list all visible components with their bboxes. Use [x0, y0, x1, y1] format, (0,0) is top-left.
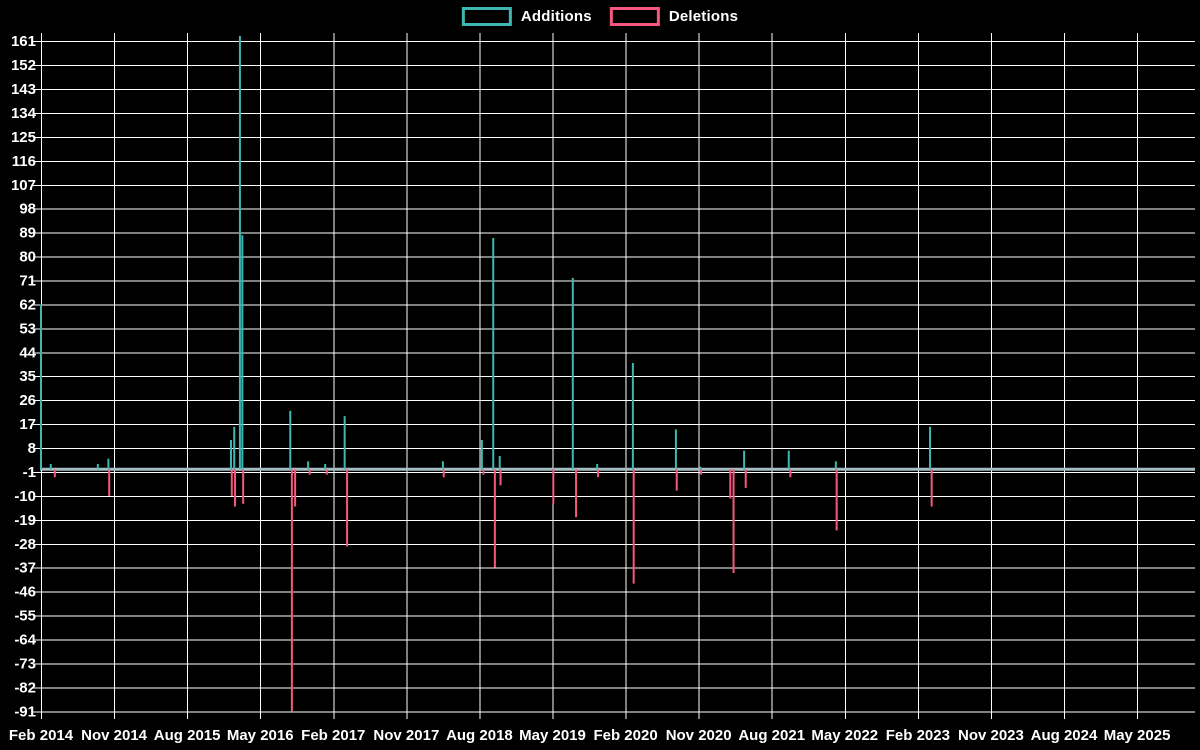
y-axis-tick-label: -19 [14, 512, 36, 529]
x-axis-tick-label: Feb 2014 [9, 727, 74, 744]
y-axis-tick-label: 98 [19, 201, 36, 218]
x-axis-tick-label: May 2019 [519, 727, 586, 744]
y-axis-tick-label: -37 [14, 560, 36, 577]
x-axis-labels: Feb 2014 Nov 2014 Aug 2015 May 2016 Feb 2017… [9, 727, 1171, 744]
x-axis-tick-label: Nov 2017 [373, 727, 439, 744]
y-axis-tick-label: 35 [19, 368, 36, 385]
x-axis-tick-label: May 2025 [1104, 727, 1171, 744]
y-axis-tick-label: -82 [14, 679, 36, 696]
y-axis-tick-label: 53 [19, 320, 36, 337]
y-axis-tick-label: -64 [14, 631, 36, 648]
deletions-line [53, 469, 933, 712]
x-axis-tick-label: May 2016 [227, 727, 294, 744]
x-axis-tick-label: Aug 2015 [154, 727, 221, 744]
y-axis-tick-label: -46 [14, 584, 36, 601]
x-axis-tick-label: Feb 2023 [886, 727, 950, 744]
x-axis-tick-label: Aug 2024 [1031, 727, 1098, 744]
y-axis-tick-label: -91 [14, 703, 36, 720]
x-axis-tick-label: Aug 2021 [738, 727, 805, 744]
y-axis-tick-label: -10 [14, 488, 36, 505]
y-axis-tick-label: 71 [19, 273, 36, 290]
chart-legend: Additions Deletions [461, 7, 739, 26]
y-axis-tick-label: 8 [28, 440, 36, 457]
x-axis-tick-label: Nov 2023 [958, 727, 1024, 744]
x-axis-tick-label: Feb 2017 [301, 727, 365, 744]
legend-item-additions[interactable]: Additions [461, 7, 592, 26]
y-axis-tick-label: -1 [23, 464, 36, 481]
y-axis-tick-label: -73 [14, 655, 36, 672]
x-axis-tick-label: Feb 2020 [593, 727, 657, 744]
y-axis-tick-label: 116 [12, 153, 36, 170]
y-axis-tick-label: 80 [19, 249, 36, 266]
y-axis-tick-label: 134 [11, 105, 37, 122]
chart-gridlines [33, 33, 1195, 719]
x-axis-tick-label: May 2022 [811, 727, 878, 744]
x-axis-tick-label: Nov 2020 [666, 727, 732, 744]
y-axis-tick-label: 62 [19, 296, 36, 313]
x-axis-tick-label: Aug 2018 [446, 727, 513, 744]
deletions-swatch-icon [609, 7, 660, 26]
y-axis-tick-label: 89 [19, 225, 36, 242]
y-axis-tick-label: -55 [14, 608, 36, 625]
additions-line [40, 35, 932, 470]
y-axis-tick-label: 125 [11, 129, 36, 146]
y-axis-tick-label: 107 [11, 177, 36, 194]
additions-legend-label: Additions [520, 8, 592, 25]
y-axis-labels: 161 152 143 134 125 116 107 98 89 80 71 62 53 44 35 26 1… [11, 33, 37, 720]
deletions-legend-label: Deletions [668, 8, 739, 25]
x-axis-tick-label: Nov 2014 [81, 727, 148, 744]
y-axis-tick-label: 44 [19, 344, 36, 361]
y-axis-tick-label: 17 [19, 416, 36, 433]
legend-item-deletions[interactable]: Deletions [609, 7, 739, 26]
y-axis-tick-label: 143 [11, 81, 36, 98]
y-axis-tick-label: -28 [14, 536, 36, 553]
additions-swatch-icon [461, 7, 512, 26]
y-axis-tick-label: 152 [11, 57, 36, 74]
y-axis-tick-label: 161 [11, 33, 36, 50]
y-axis-tick-label: 26 [19, 392, 36, 409]
